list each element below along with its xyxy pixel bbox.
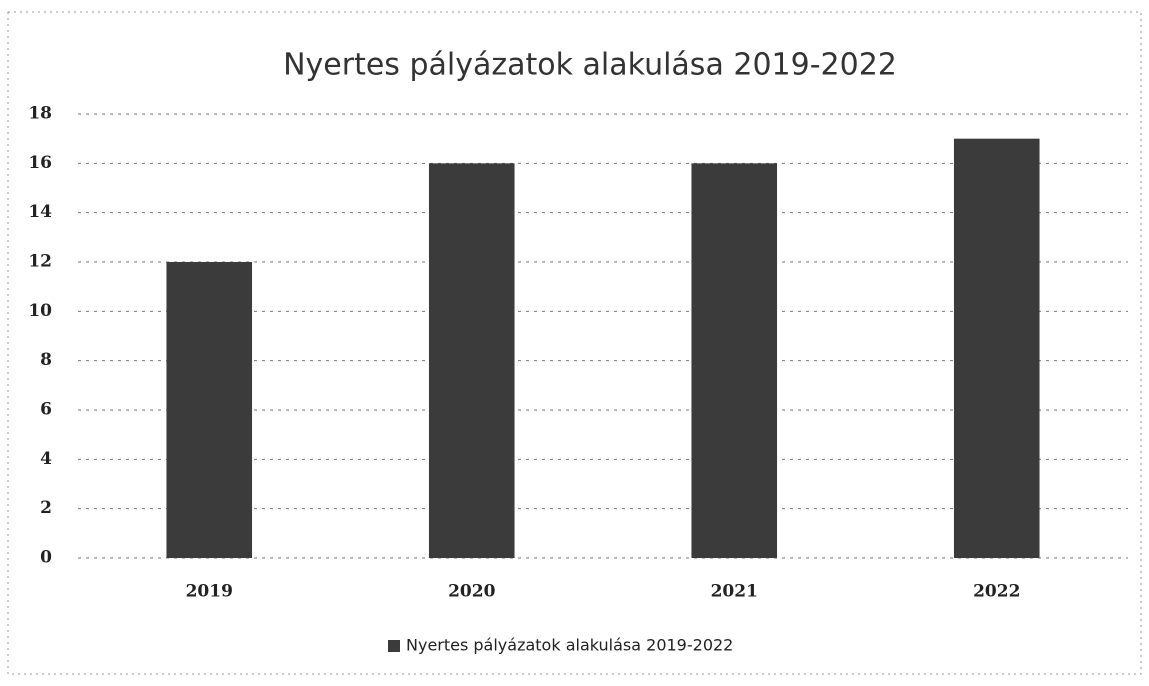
x-tick-label: 2022: [973, 582, 1020, 602]
y-tick-label: 14: [28, 202, 52, 222]
x-tick-label: 2021: [711, 582, 758, 602]
legend-swatch: [388, 640, 400, 652]
y-tick-label: 4: [40, 449, 52, 469]
bar: [953, 138, 1040, 558]
y-tick-label: 10: [28, 301, 52, 321]
y-tick-label: 8: [40, 350, 52, 370]
y-tick-label: 6: [40, 400, 52, 420]
y-tick-label: 16: [28, 153, 52, 173]
chart-title: Nyertes pályázatok alakulása 2019-2022: [283, 48, 897, 83]
y-tick-label: 2: [40, 498, 52, 518]
chart-border: [7, 11, 1142, 675]
y-tick-label: 18: [28, 104, 52, 124]
x-tick-label: 2020: [448, 582, 495, 602]
bar: [428, 163, 515, 559]
x-tick-label: 2019: [186, 582, 233, 602]
bar: [691, 163, 778, 559]
y-tick-label: 12: [28, 252, 52, 272]
bar: [166, 262, 253, 558]
y-tick-label: 0: [40, 548, 52, 568]
legend-label: Nyertes pályázatok alakulása 2019-2022: [406, 636, 733, 655]
